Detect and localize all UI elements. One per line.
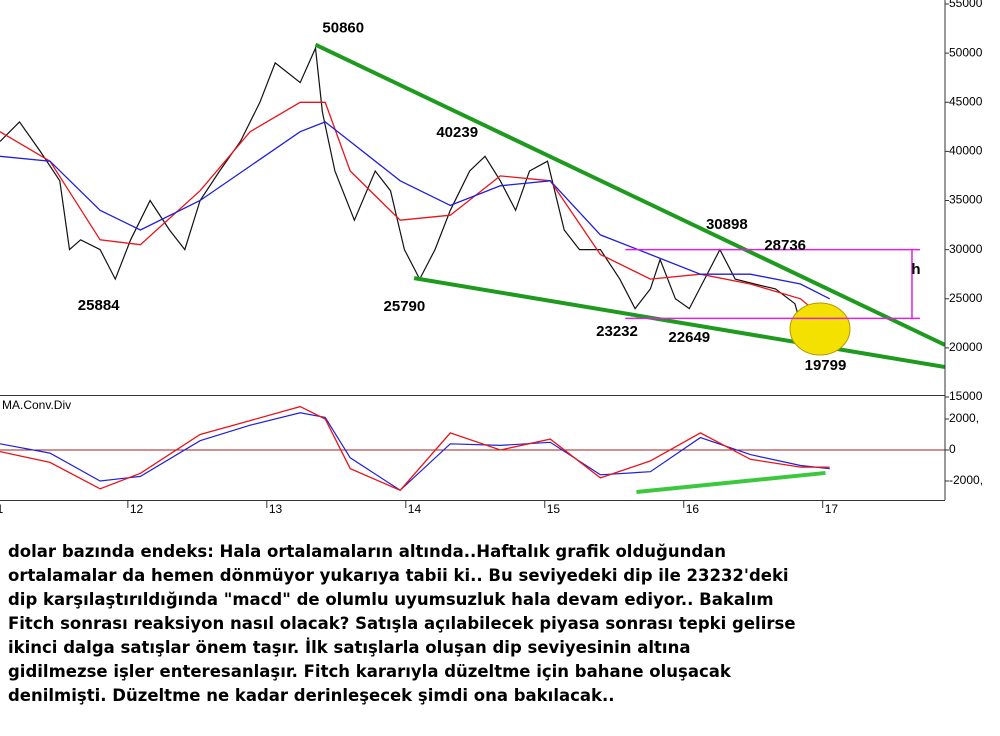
commentary-line: gidilmezse işler enteresanlaşır. Fitch k… <box>8 662 731 681</box>
commentary-line: dolar bazında endeks: Hala ortalamaların… <box>8 542 727 561</box>
trend-line <box>413 276 945 370</box>
chart: MA.Conv.Div 15000 20000 25000 30000 35000 400… <box>0 0 983 516</box>
series-line <box>0 412 830 492</box>
y-tick-label: 45000 <box>949 94 983 108</box>
y-tick-label: 30000 <box>949 242 983 256</box>
annotation: 19799 <box>805 357 847 374</box>
annotation: 25790 <box>384 298 426 315</box>
trend-line <box>314 42 945 347</box>
commentary-line: ortalamalar da hemen dönmüyor yukarıya t… <box>8 566 789 585</box>
annotation: 30898 <box>706 216 748 233</box>
series-line <box>0 45 825 344</box>
y-tick-label: 35000 <box>949 193 983 207</box>
series-line <box>0 121 830 300</box>
x-tick-label: 14 <box>408 502 422 516</box>
annotation: 28736 <box>764 237 806 254</box>
x-tick-label: 11 <box>0 502 4 516</box>
y-tick-label: 2000, <box>949 411 979 425</box>
y-tick-label: 20000 <box>949 340 983 354</box>
x-tick-label: 17 <box>825 502 839 516</box>
range-label: h <box>911 261 920 278</box>
macd-panel <box>0 405 945 492</box>
annotation: 25884 <box>78 297 120 314</box>
annotation: 50860 <box>322 20 364 37</box>
x-tick-label: 15 <box>547 502 561 516</box>
y-tick-label: 25000 <box>949 291 983 305</box>
y-tick-label: -2000, <box>949 473 983 487</box>
series-line <box>0 101 831 324</box>
commentary-line: denilmişti. Düzeltme ne kadar derinleşec… <box>8 686 615 705</box>
highlight-ellipse <box>789 302 851 356</box>
annotation: 40239 <box>436 124 478 141</box>
annotation: 23232 <box>596 323 638 340</box>
x-tick-label: 13 <box>269 502 283 516</box>
x-tick-label: 16 <box>686 502 700 516</box>
y-tick-label: 15000 <box>949 389 983 403</box>
series-line <box>0 405 830 492</box>
y-tick-label: 0 <box>949 442 956 456</box>
y-tick-label: 55000 <box>949 0 983 10</box>
y-tick-label: 50000 <box>949 45 983 59</box>
price-panel <box>0 42 945 370</box>
y-tick-label: 40000 <box>949 144 983 158</box>
overlay: 15000 20000 25000 30000 35000 40000 45000 50000… <box>0 0 983 516</box>
axes: MA.Conv.Div <box>0 0 946 501</box>
commentary-line: ikinci dalga satışlar önem taşır. İlk sa… <box>8 638 691 657</box>
commentary-line: dip karşılaştırıldığında "macd" de oluml… <box>8 590 774 609</box>
annotation: 22649 <box>668 329 710 346</box>
commentary: dolar bazında endeks: Hala ortalamaların… <box>8 540 993 708</box>
commentary-line: Fitch sonrası reaksiyon nasıl olacak? Sa… <box>8 614 796 633</box>
trend-line <box>636 470 826 494</box>
panel-title: MA.Conv.Div <box>2 398 71 412</box>
x-tick-label: 12 <box>130 502 144 516</box>
